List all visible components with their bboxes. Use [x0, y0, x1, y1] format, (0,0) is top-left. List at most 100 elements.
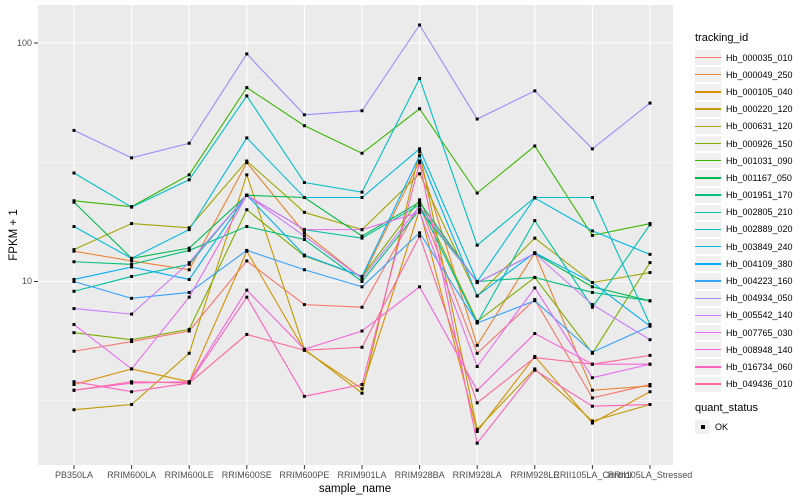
data-point — [130, 222, 134, 226]
legend-entry: Hb_003849_240 — [695, 238, 800, 255]
data-point — [475, 191, 479, 195]
data-point — [72, 380, 76, 384]
data-point — [72, 388, 76, 392]
data-point — [590, 350, 594, 354]
data-point — [475, 365, 479, 369]
series-line-key-icon — [695, 273, 721, 289]
data-point — [360, 387, 364, 391]
data-point — [72, 200, 76, 204]
data-point — [130, 380, 134, 384]
data-point — [590, 233, 594, 237]
x-tick-label: RRIM600SE — [221, 470, 272, 480]
data-point — [245, 159, 249, 163]
data-point — [648, 324, 652, 328]
data-point — [72, 408, 76, 412]
data-point — [302, 210, 306, 214]
data-point — [475, 319, 479, 323]
series-line-key-icon — [695, 221, 721, 238]
data-point — [245, 288, 249, 292]
data-point — [475, 351, 479, 355]
legend-entry-label: Hb_000105_040 — [726, 86, 793, 97]
data-point — [533, 144, 537, 148]
data-point — [72, 128, 76, 132]
data-point — [130, 205, 134, 209]
data-point — [302, 234, 306, 238]
legend-entry-label: Hb_002805_210 — [726, 207, 793, 218]
data-point — [302, 268, 306, 272]
data-point — [590, 303, 594, 307]
series-line-key-icon — [695, 118, 721, 134]
data-point — [72, 331, 76, 335]
data-point — [648, 261, 652, 265]
data-point — [187, 228, 191, 232]
legend-entry-label: Hb_001031_090 — [726, 155, 793, 166]
series-line-key-icon — [695, 325, 721, 341]
legend-entry: Hb_001167_050 — [695, 169, 800, 186]
data-point — [533, 89, 537, 93]
legend-entry-label: Hb_004109_380 — [726, 258, 793, 269]
series-line-key-icon — [695, 153, 721, 169]
data-point — [648, 101, 652, 105]
legend-entry-label: Hb_002889_020 — [726, 224, 793, 235]
data-point — [360, 382, 364, 386]
data-point — [187, 261, 191, 265]
data-point — [590, 421, 594, 425]
data-point — [187, 246, 191, 250]
data-point — [187, 295, 191, 299]
data-point — [418, 198, 422, 202]
data-point — [360, 391, 364, 395]
data-point — [302, 181, 306, 185]
series-line-key-icon — [695, 239, 721, 255]
data-point — [475, 281, 479, 285]
data-point — [418, 234, 422, 238]
data-point — [245, 52, 249, 56]
x-tick-label: RRII105LA_Stressed — [607, 470, 693, 480]
data-point — [475, 343, 479, 347]
legend-entry-label: Hb_001167_050 — [726, 172, 792, 183]
data-point — [648, 323, 652, 327]
data-point — [245, 295, 249, 299]
data-point — [533, 332, 537, 336]
legend-entry: Hb_000926_150 — [695, 135, 800, 152]
legend-entry-label: Hb_004934_050 — [726, 293, 793, 304]
data-point — [648, 384, 652, 388]
legend-entry: Hb_007765_030 — [695, 324, 800, 341]
data-point — [418, 147, 422, 151]
legend-entry-label: Hb_000926_150 — [726, 138, 793, 149]
data-point — [302, 231, 306, 235]
series-line-key-icon — [695, 84, 721, 100]
data-point — [245, 259, 249, 263]
data-point — [360, 276, 364, 280]
data-point — [533, 275, 537, 279]
data-point — [590, 147, 594, 151]
data-point — [302, 124, 306, 128]
legend-entry-label: Hb_004223_160 — [726, 276, 793, 287]
data-point — [648, 299, 652, 303]
data-point — [130, 367, 134, 371]
legend-entry-label: Hb_005542_140 — [726, 310, 793, 321]
legend-entry-label: Hb_016734_060 — [726, 361, 793, 372]
data-point — [187, 329, 191, 333]
data-point — [302, 348, 306, 352]
ok-point-key-icon — [695, 420, 710, 435]
legend-entry: Hb_004223_160 — [695, 272, 800, 289]
data-point — [245, 161, 249, 165]
data-point — [72, 277, 76, 281]
data-point — [533, 236, 537, 240]
data-point — [648, 271, 652, 275]
legend-entry: Hb_000105_040 — [695, 83, 800, 100]
legend-entry-label: Hb_001951_170 — [726, 190, 793, 201]
data-point — [360, 305, 364, 309]
data-point — [245, 136, 249, 140]
data-point — [72, 249, 76, 253]
data-point — [418, 154, 422, 158]
data-point — [533, 286, 537, 290]
series-line-key-icon — [695, 307, 721, 323]
data-point — [590, 362, 594, 366]
data-point — [475, 243, 479, 247]
data-point — [187, 351, 191, 355]
data-point — [418, 231, 422, 235]
series-line-key-icon — [695, 135, 721, 152]
data-point — [72, 323, 76, 327]
legend-entry: Hb_002805_210 — [695, 204, 800, 221]
